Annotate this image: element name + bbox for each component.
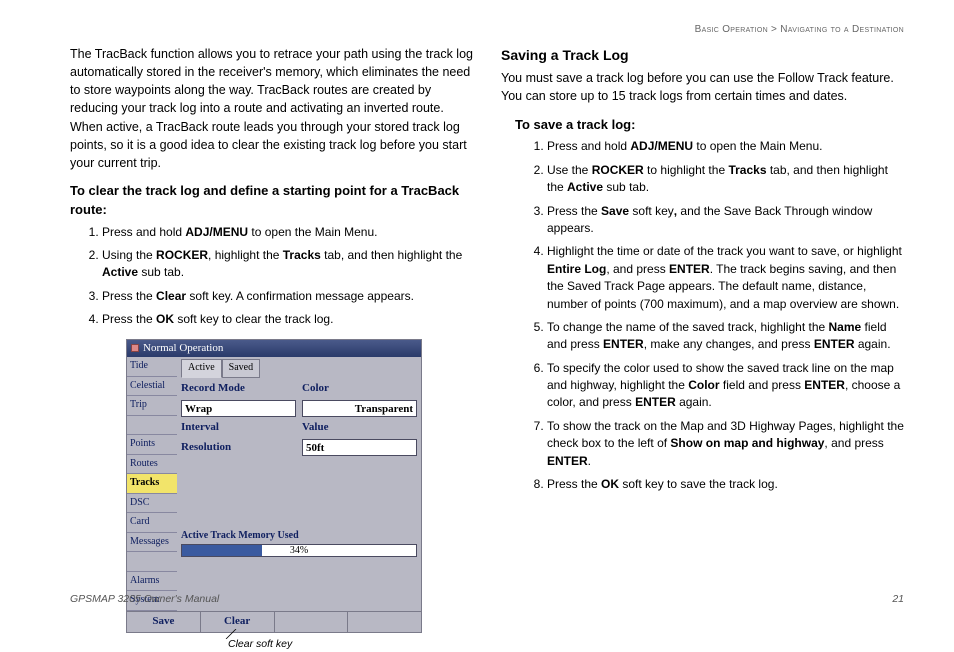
label-record-mode: Record Mode	[181, 380, 296, 398]
side-tab-dsc[interactable]: DSC	[127, 494, 177, 514]
breadcrumb-sep: >	[771, 24, 777, 35]
field-color[interactable]: Transparent	[302, 400, 417, 417]
step: Press the Save soft key, and the Save Ba…	[547, 203, 904, 238]
side-tab-card[interactable]: Card	[127, 513, 177, 533]
step: Using the ROCKER, highlight the Tracks t…	[102, 247, 473, 282]
columns: The TracBack function allows you to retr…	[70, 45, 904, 652]
step: Press the OK soft key to save the track …	[547, 476, 904, 493]
side-tabs: TideCelestialTrip PointsRoutesTracksDSCC…	[127, 357, 177, 611]
step: Press and hold ADJ/MENU to open the Main…	[547, 138, 904, 155]
label-resolution: Resolution	[181, 439, 296, 457]
saving-heading: Saving a Track Log	[501, 45, 904, 65]
fields-grid: Record Mode Color Wrap Transparent Inter…	[181, 380, 417, 457]
side-tab-tide[interactable]: Tide	[127, 357, 177, 377]
step: To show the track on the Map and 3D High…	[547, 418, 904, 470]
label-value: Value	[302, 419, 417, 437]
softkey-save[interactable]: Save	[127, 612, 201, 632]
softkey-row: Save Clear	[127, 611, 421, 632]
saving-intro: You must save a track log before you can…	[501, 69, 904, 105]
memory-bar: 34%	[181, 544, 417, 557]
step: To change the name of the saved track, h…	[547, 319, 904, 354]
field-resolution[interactable]: 50ft	[302, 439, 417, 456]
subtabs: Active Saved	[181, 359, 417, 378]
manual-page: Basic Operation > Navigating to a Destin…	[0, 0, 954, 621]
blank-area	[181, 457, 417, 525]
footer-page-number: 21	[892, 593, 904, 605]
tab-saved[interactable]: Saved	[222, 359, 260, 378]
device-window: Normal Operation TideCelestialTrip Point…	[126, 339, 422, 633]
step: Press the OK soft key to clear the track…	[102, 311, 473, 328]
breadcrumb: Basic Operation > Navigating to a Destin…	[70, 24, 904, 35]
side-tab-blank	[127, 416, 177, 436]
intro-paragraph: The TracBack function allows you to retr…	[70, 45, 473, 172]
side-tab-blank	[127, 552, 177, 572]
screenshot-caption: Clear soft key	[180, 637, 473, 652]
breadcrumb-page: Navigating to a Destination	[780, 24, 904, 35]
side-tab-tracks[interactable]: Tracks	[127, 474, 177, 494]
window-title: Normal Operation	[143, 341, 223, 357]
tab-active[interactable]: Active	[181, 359, 222, 378]
breadcrumb-section: Basic Operation	[695, 24, 768, 35]
label-interval: Interval	[181, 419, 296, 437]
step: To specify the color used to show the sa…	[547, 360, 904, 412]
main-pane: Active Saved Record Mode Color Wrap Tran…	[177, 357, 421, 611]
footer-title: GPSMAP 3205 Owner's Manual	[70, 593, 219, 605]
label-color: Color	[302, 380, 417, 398]
clear-heading: To clear the track log and define a star…	[70, 182, 473, 220]
memory-label: Active Track Memory Used	[181, 529, 417, 544]
save-steps: Press and hold ADJ/MENU to open the Main…	[501, 138, 904, 493]
memory-pct: 34%	[182, 544, 416, 559]
page-footer: GPSMAP 3205 Owner's Manual 21	[70, 593, 904, 605]
softkey-3[interactable]	[275, 612, 349, 632]
step: Press and hold ADJ/MENU to open the Main…	[102, 224, 473, 241]
side-tab-routes[interactable]: Routes	[127, 455, 177, 475]
left-column: The TracBack function allows you to retr…	[70, 45, 473, 652]
side-tab-messages[interactable]: Messages	[127, 533, 177, 553]
softkey-4[interactable]	[348, 612, 421, 632]
callout-line-icon	[224, 629, 238, 639]
step: Use the ROCKER to highlight the Tracks t…	[547, 162, 904, 197]
step: Highlight the time or date of the track …	[547, 243, 904, 313]
side-tab-alarms[interactable]: Alarms	[127, 572, 177, 592]
clear-steps: Press and hold ADJ/MENU to open the Main…	[70, 224, 473, 329]
titlebar-icon	[131, 344, 139, 352]
side-tab-celestial[interactable]: Celestial	[127, 377, 177, 397]
side-tab-points[interactable]: Points	[127, 435, 177, 455]
field-record-mode[interactable]: Wrap	[181, 400, 296, 417]
window-body: TideCelestialTrip PointsRoutesTracksDSCC…	[127, 357, 421, 611]
window-titlebar: Normal Operation	[127, 340, 421, 358]
side-tab-trip[interactable]: Trip	[127, 396, 177, 416]
step: Press the Clear soft key. A confirmation…	[102, 288, 473, 305]
right-column: Saving a Track Log You must save a track…	[501, 45, 904, 652]
save-steps-heading: To save a track log:	[515, 116, 904, 135]
